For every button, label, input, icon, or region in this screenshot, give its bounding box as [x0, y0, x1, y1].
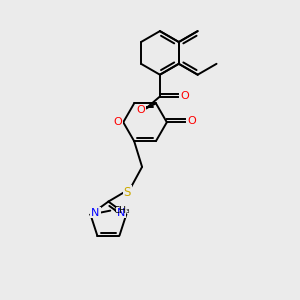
Text: O: O: [187, 116, 196, 126]
Text: O: O: [137, 105, 146, 116]
Text: N: N: [91, 208, 100, 218]
Text: O: O: [113, 117, 122, 127]
Text: CH₃: CH₃: [113, 206, 130, 215]
Text: N: N: [117, 208, 125, 218]
Text: S: S: [124, 186, 131, 199]
Text: O: O: [180, 91, 189, 100]
